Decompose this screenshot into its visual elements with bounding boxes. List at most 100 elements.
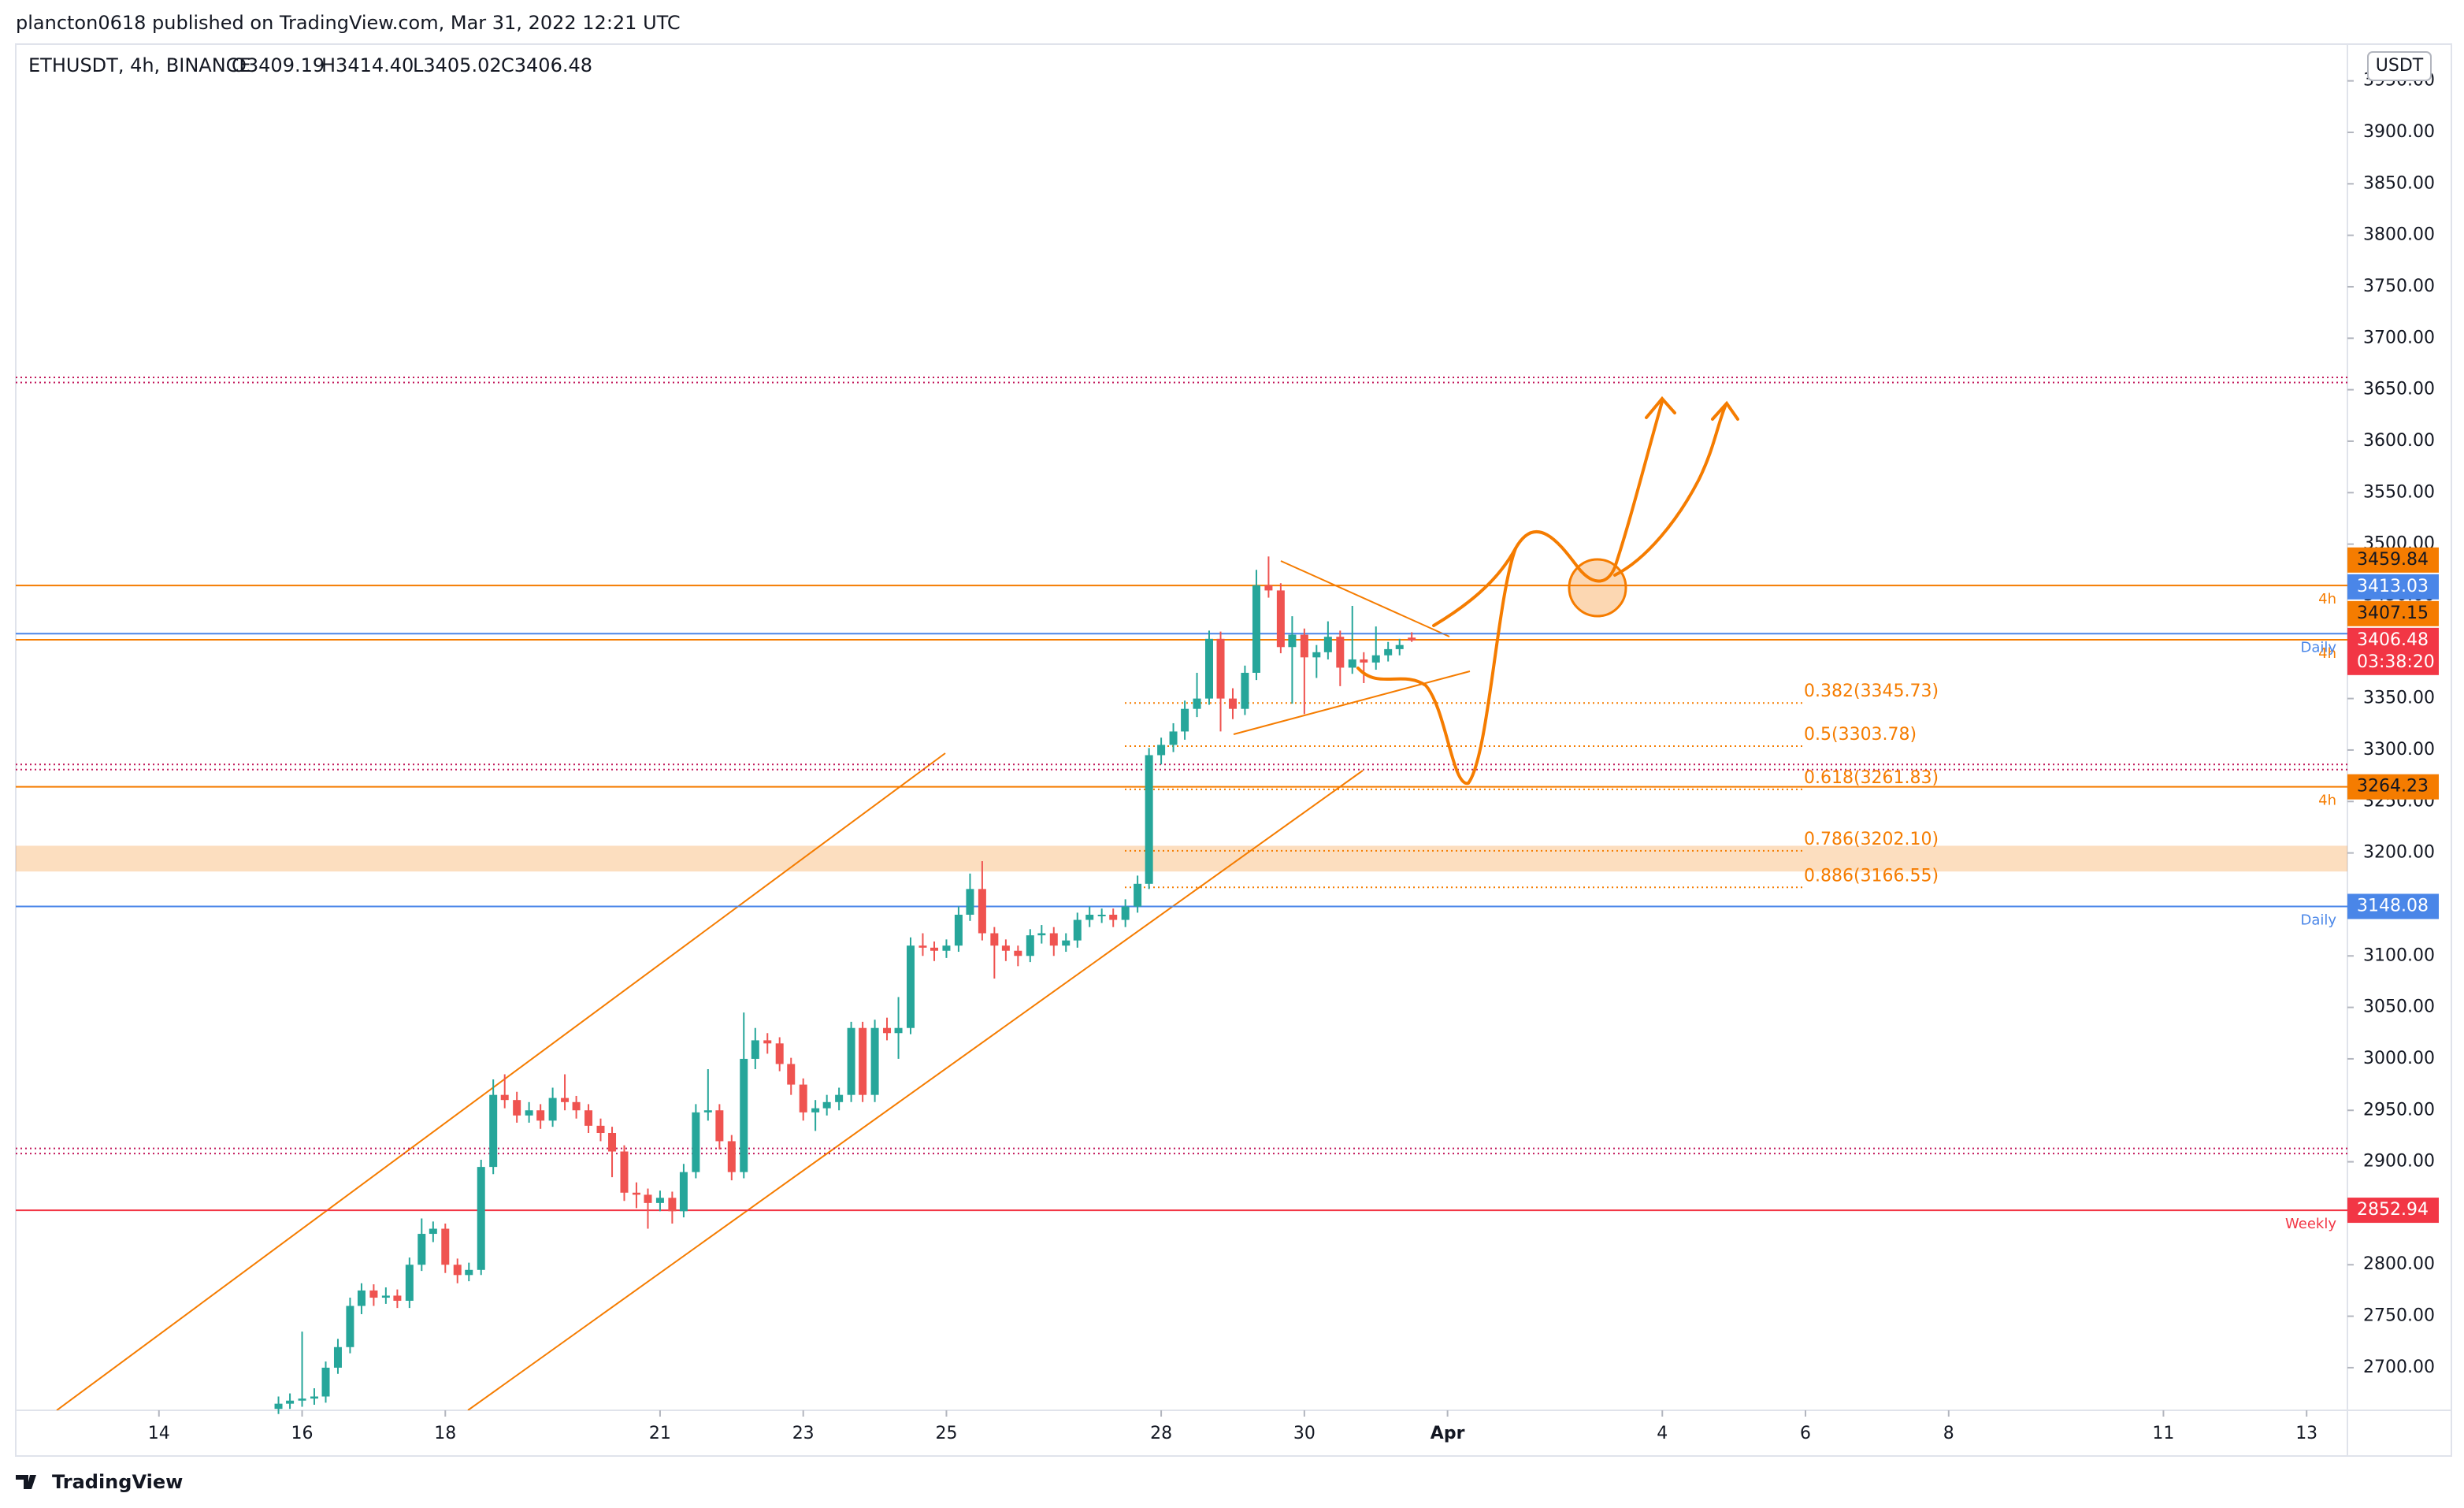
logo-mark [16, 1475, 36, 1489]
candle-body [799, 1084, 807, 1112]
candle-body [859, 1027, 867, 1095]
projection-path [1613, 405, 1727, 577]
candle-body [1145, 755, 1153, 884]
candle-body [1014, 950, 1022, 956]
y-tick-label: 2900.00 [2363, 1152, 2435, 1172]
candle-body [369, 1290, 378, 1298]
y-tick-label: 3650.00 [2363, 380, 2435, 399]
y-tick-label: 3600.00 [2363, 431, 2435, 451]
candle-body [930, 947, 939, 951]
candle-body [883, 1027, 892, 1034]
level-price: 3459.84 [2357, 550, 2429, 570]
y-tick-label: 3200.00 [2363, 843, 2435, 863]
ohlc-high: H3414.40 [321, 54, 414, 76]
candle-body [489, 1094, 498, 1168]
level-tag: 4h [2318, 645, 2336, 662]
x-tick-label: 6 [1800, 1424, 1811, 1443]
x-tick-label: 18 [434, 1424, 456, 1443]
level-tag: 4h [2318, 591, 2336, 607]
last-price: 3406.48 [2357, 630, 2429, 650]
candle-body [477, 1167, 485, 1270]
candle-body [1134, 883, 1142, 907]
candle-body [632, 1192, 640, 1195]
candle-body [1264, 585, 1273, 591]
y-tick-label: 3850.00 [2363, 173, 2435, 193]
y-tick-label: 3900.00 [2363, 122, 2435, 142]
currency-box [2367, 51, 2432, 81]
candle-body [1026, 935, 1034, 956]
candle-body [644, 1194, 652, 1203]
candle-body [966, 889, 974, 915]
level-price-box [2347, 1198, 2439, 1224]
level-tag: Weekly [2285, 1216, 2336, 1232]
fib-label: 0.382(3345.73) [1804, 682, 1939, 701]
channel-upper [56, 752, 946, 1410]
candle-body [561, 1098, 570, 1102]
candle-body [822, 1101, 831, 1109]
level-price: 3148.08 [2357, 896, 2429, 916]
level-price-box [2347, 547, 2439, 573]
level-tag: Daily [2300, 912, 2336, 928]
candle-body [1336, 637, 1345, 668]
y-tick-label: 3050.00 [2363, 997, 2435, 1017]
candle-body [692, 1112, 700, 1172]
candle-body [668, 1198, 677, 1212]
candle-body [1085, 914, 1094, 920]
level-price: 3413.03 [2357, 577, 2429, 596]
candle-body [1360, 659, 1368, 663]
candle-body [1037, 933, 1046, 936]
candle-body [1241, 672, 1249, 709]
candle-body [715, 1110, 724, 1142]
footer-brand: TradingView [52, 1471, 183, 1493]
chart-frame [15, 43, 2452, 1457]
price-axis: 2700.002750.002800.002850.002900.002950.… [148, 71, 2439, 1443]
level-tag: 4h [2318, 793, 2336, 809]
candle-body [1300, 634, 1308, 658]
x-tick-label: 21 [649, 1424, 671, 1443]
x-tick-label: 11 [2152, 1424, 2174, 1443]
level-tag: Daily [2300, 639, 2336, 656]
candle-body [381, 1295, 390, 1298]
candle-body [703, 1110, 712, 1112]
candle-body [679, 1172, 688, 1212]
candle-body [811, 1108, 820, 1112]
candle-body [429, 1228, 437, 1235]
symbol-title: ETHUSDT, 4h, BINANCE [28, 54, 251, 76]
candle-body [1395, 644, 1404, 649]
candle-body [907, 945, 915, 1028]
ohlc-close: C3406.48 [501, 54, 592, 76]
level-price-box [2347, 893, 2439, 919]
candle-body [441, 1228, 450, 1265]
level-price: 2852.94 [2357, 1200, 2429, 1220]
candle-body [608, 1132, 617, 1152]
y-tick-label: 2950.00 [2363, 1100, 2435, 1120]
y-tick-label: 2700.00 [2363, 1358, 2435, 1377]
y-tick-label: 3100.00 [2363, 945, 2435, 965]
candle-body [978, 889, 986, 934]
candle-body [894, 1027, 903, 1034]
candle-body [548, 1098, 557, 1121]
candle-body [1228, 698, 1237, 709]
x-tick-label: 4 [1657, 1424, 1668, 1443]
projection [1356, 396, 1739, 786]
candle-body [596, 1125, 605, 1133]
fib-label: 0.886(3166.55) [1804, 866, 1939, 886]
candle-body [465, 1269, 473, 1276]
candle-body [405, 1265, 414, 1301]
ohlc-open: O3409.19 [232, 54, 325, 76]
candle-body [1348, 659, 1356, 668]
currency-label: USDT [2376, 56, 2424, 76]
candle-body [1323, 637, 1332, 652]
candle-body [1049, 933, 1058, 946]
candle-body [286, 1400, 295, 1404]
x-tick-label: 16 [291, 1424, 314, 1443]
candle-body [321, 1367, 330, 1397]
candle-body [751, 1040, 759, 1059]
candle-body [763, 1040, 772, 1044]
x-tick-label: 30 [1293, 1424, 1315, 1443]
ohlc-low: L3405.02 [413, 54, 502, 76]
candle-body [847, 1027, 855, 1095]
candle-body [1288, 634, 1297, 648]
zone [16, 845, 2347, 872]
